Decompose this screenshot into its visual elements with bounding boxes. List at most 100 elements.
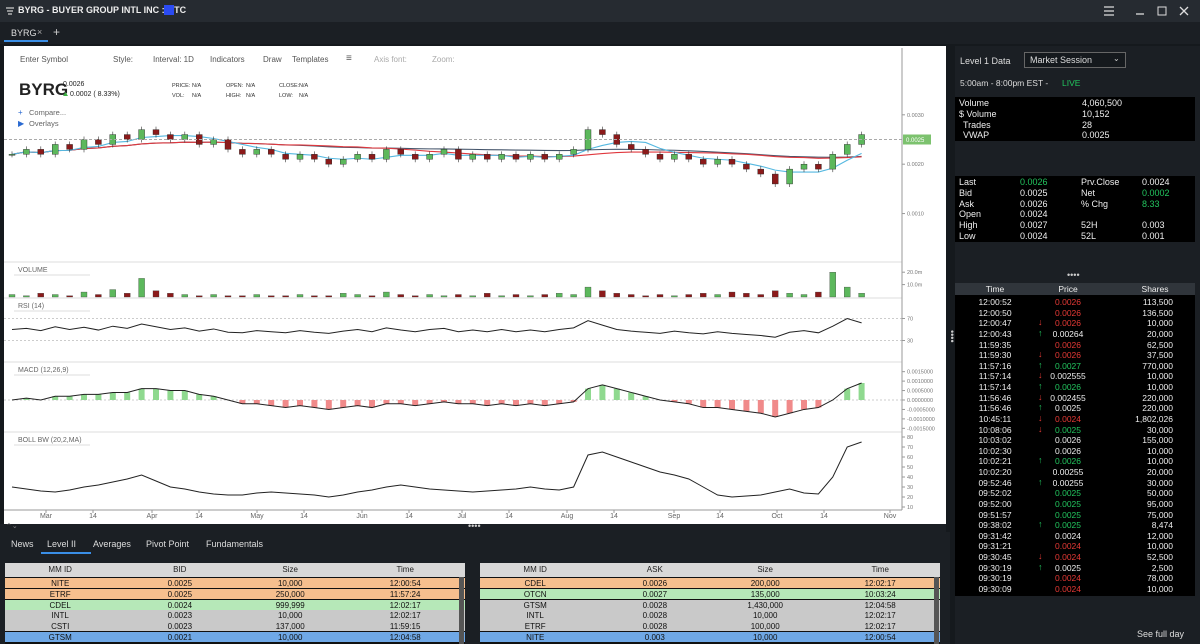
trade-time: 09:31:42	[978, 530, 1012, 541]
see-full-day[interactable]: See full day	[1137, 629, 1185, 639]
candle	[772, 173, 779, 185]
session-select[interactable]: Market Session ⌄	[1024, 52, 1126, 68]
y-tick-label: 0.0000000	[907, 398, 933, 404]
panel-grip[interactable]: ••••	[947, 330, 957, 343]
trade-time: 09:51:57	[978, 509, 1012, 520]
collapse[interactable]: ⌃⌄	[6, 523, 18, 530]
volume-bar	[412, 295, 419, 298]
quote-cell: 0.0026	[1020, 198, 1048, 209]
bottom-tab[interactable]: Pivot Point	[146, 539, 190, 549]
candle	[469, 154, 476, 160]
trade-time: 11:57:14	[978, 371, 1012, 382]
cell: 10,000	[752, 611, 778, 621]
panel-grip[interactable]: ••••	[1067, 270, 1080, 280]
scrollbar	[459, 577, 464, 644]
trade-shares: 10,000	[1147, 445, 1173, 456]
quote-cell: High	[959, 220, 978, 231]
color-link[interactable]	[164, 5, 174, 15]
trade-shares: 20,000	[1147, 328, 1173, 339]
candle	[800, 163, 808, 170]
toolbar-item[interactable]: Enter Symbol	[20, 55, 69, 64]
trade-direction: ↑	[1038, 455, 1043, 466]
tab-underline	[4, 40, 48, 42]
bottom-tab[interactable]: Level II	[47, 539, 77, 549]
candle	[23, 149, 30, 155]
toolbar-item[interactable]: Style:	[113, 55, 134, 64]
session-label[interactable]: Market Session	[1030, 55, 1093, 65]
volume-bar	[700, 293, 707, 298]
window-title: BYRG - BUYER GROUP INTL INC : OTC	[18, 5, 187, 15]
quote-cell: Ask	[959, 198, 975, 209]
y-tick-label: 30	[907, 485, 913, 491]
toolbar-item[interactable]: Interval: 1D	[153, 55, 194, 64]
new-tab[interactable]: +	[53, 25, 61, 39]
tab-close[interactable]: ×	[37, 27, 43, 37]
macd-bar	[253, 400, 260, 404]
x-tick-label: Jul	[458, 513, 467, 520]
window-controls[interactable]	[1100, 4, 1200, 18]
toolbar-item[interactable]: Zoom:	[432, 55, 455, 64]
toolbar-item[interactable]: Indicators	[210, 55, 245, 64]
trade-shares: 30,000	[1147, 424, 1173, 435]
field-label: CLOSE:	[279, 83, 300, 89]
cell: INTL	[526, 611, 544, 621]
macd-bar	[297, 400, 303, 406]
toolbar-item[interactable]: Draw	[263, 55, 282, 64]
cell: CDEL	[49, 600, 71, 610]
candle	[412, 154, 419, 160]
toolbar-item[interactable]: Axis font:	[374, 55, 407, 64]
bottom-tab[interactable]: Fundamentals	[206, 539, 264, 549]
trade-time: 11:56:46	[978, 403, 1012, 414]
trade-time: 09:30:19	[978, 573, 1012, 584]
splitter-grip[interactable]: ••••	[468, 521, 481, 531]
column-header: Price	[1058, 284, 1078, 294]
level2-table: MM ID BID Size Time NITE 0.0025 10,000 12:00:54…	[5, 563, 465, 644]
tab[interactable]: BYRG	[11, 28, 37, 38]
symbol: BYRG	[19, 80, 68, 99]
macd-bar	[628, 392, 635, 400]
session-hours: 5:00am - 8:00pm EST -	[960, 78, 1049, 88]
trade-price: 0.0025	[1055, 403, 1081, 414]
candle	[786, 168, 793, 185]
candle	[368, 154, 376, 160]
candle	[829, 154, 836, 170]
trade-price: 0.0025	[1055, 520, 1081, 531]
y-tick-label: 0.0005000	[907, 389, 933, 395]
volume-bar	[37, 293, 44, 298]
y-tick-label: 0.0010000	[907, 379, 933, 385]
quote-cell: 52H	[1081, 220, 1098, 231]
candle	[844, 144, 851, 155]
menu-icon[interactable]	[5, 6, 15, 16]
field-label: PRICE:	[172, 83, 191, 89]
trade-direction: ↓	[1038, 551, 1043, 562]
volume-bar	[728, 291, 736, 298]
trade-time: 11:59:30	[978, 350, 1012, 361]
macd-bar	[23, 398, 30, 400]
volume-bar	[757, 294, 764, 298]
macd-bar	[268, 400, 275, 406]
y-tick-label: 0.0020	[907, 162, 924, 168]
field-value: N/A	[246, 93, 256, 99]
macd-bar	[397, 400, 404, 404]
y-tick-label: -0.0005000	[907, 407, 935, 413]
trade-shares: 62,500	[1147, 339, 1173, 350]
toolbar-icon[interactable]: ≡	[346, 53, 352, 64]
bottom-tab[interactable]: News	[11, 539, 34, 549]
macd-bar	[541, 400, 548, 406]
quote-cell: 0.0024	[1020, 209, 1048, 220]
column-header: MM ID	[48, 565, 72, 574]
toolbar-item[interactable]: Templates	[292, 55, 329, 64]
bottom-tab[interactable]: Averages	[93, 539, 131, 549]
macd-bar	[138, 388, 145, 400]
volume-bar	[656, 294, 664, 298]
volume-bar	[628, 294, 635, 298]
candle	[685, 154, 692, 160]
macd-bar	[311, 400, 318, 408]
candle	[311, 154, 318, 160]
live-status: LIVE	[1062, 78, 1081, 88]
x-tick-label: 14	[505, 513, 513, 520]
trade-time: 09:31:21	[978, 541, 1012, 552]
volume-bar	[512, 294, 520, 298]
candle	[642, 149, 649, 155]
